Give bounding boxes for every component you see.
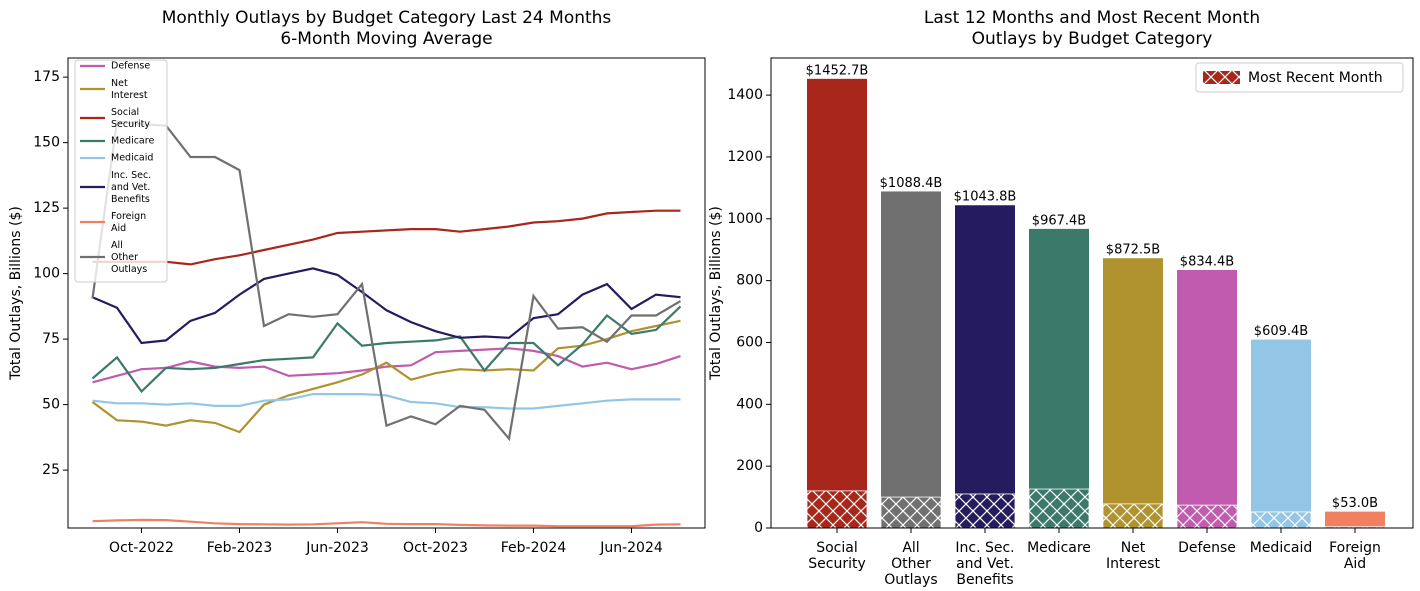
legend: Defense Net Interest Social Security Medicare… [74,59,168,283]
bar [1029,228,1089,528]
legend-label: Medicare [111,136,154,147]
series-line [92,209,681,266]
y-tick-label: 75 [42,331,60,347]
series-line [92,267,681,345]
x-tick-label: Social Security [808,540,866,572]
legend-label: Defense [111,61,150,72]
y-tick-label: 50 [42,397,60,413]
value-label: $1088.4B [880,176,943,191]
y-tick-label: 125 [33,200,60,216]
value-label: $1452.7B [806,63,869,78]
legend-label: Net Interest [111,78,148,101]
value-label: $967.4B [1032,213,1086,228]
x-tick-label: Jun-2023 [305,540,369,556]
x-tick-label: Medicaid [1250,540,1313,556]
x-tick-label: Medicare [1027,540,1091,556]
recent-month-bar [954,493,1016,529]
y-axis-label: Total Outlays, Billions ($) [8,206,24,381]
x-tick-label: Foreign Aid [1329,540,1381,572]
chart-title: Last 12 Months and Most Recent Month Outl… [924,8,1260,49]
x-tick-label: Feb-2023 [207,540,272,556]
y-tick-label: 600 [736,334,763,350]
legend-label: Social Security [111,107,150,130]
y-tick-label: 150 [33,135,60,151]
x-tick-label: Feb-2024 [501,540,567,556]
recent-month-bar [880,496,942,529]
legend-label: Foreign Aid [111,211,146,234]
plot-frame [770,57,1414,529]
y-tick-label: 1200 [727,149,763,165]
value-label: $872.5B [1106,243,1160,258]
recent-month-bar [1102,503,1164,529]
legend-box [1195,62,1404,93]
y-axis-label: Total Outlays, Billions ($) [708,206,724,381]
x-tick-label: Defense [1178,540,1236,556]
series-line [91,319,681,434]
chart-title: Monthly Outlays by Budget Category Last … [162,8,612,49]
series-line [92,347,681,384]
x-tick-label: Net Interest [1106,540,1160,572]
y-tick-label: 1000 [727,211,763,227]
x-tick-label: Jun-2024 [599,540,663,556]
legend-label: Most Recent Month [1248,70,1383,86]
y-tick-label: 0 [754,520,763,536]
bar [1103,258,1163,528]
legend-swatch [1203,71,1240,84]
x-tick-label: Oct-2023 [403,540,468,556]
x-tick-label: All Other Outlays [884,540,937,588]
y-tick-label: 800 [736,273,763,289]
legend-label: Inc. Sec. and Vet. Benefits [111,170,151,205]
x-tick-label: Inc. Sec. and Vet. Benefits [955,540,1014,588]
series-line [92,393,681,410]
legend-label: Medicaid [111,153,153,164]
series-line [91,120,682,442]
recent-month-bar [1028,488,1090,529]
recent-month-bar [806,490,868,529]
legend-label: All Other Outlays [111,240,147,275]
series-line [92,518,681,528]
bar [1325,511,1385,528]
bar [807,78,867,528]
y-tick-label: 1400 [727,87,763,103]
bar [1177,269,1237,528]
value-label: $53.0B [1332,496,1378,511]
value-label: $609.4B [1254,324,1308,339]
x-tick-label: Oct-2022 [109,540,174,556]
y-tick-label: 100 [33,266,60,282]
y-tick-label: 400 [736,396,763,412]
plot-frame [67,57,706,529]
recent-month-bar [1176,504,1238,529]
legend-box [74,59,168,283]
recent-month-bar [1250,511,1312,529]
y-tick-label: 25 [42,462,60,478]
series-line [91,305,682,394]
bar [955,205,1015,529]
bar [1251,339,1311,528]
value-label: $834.4B [1180,254,1234,269]
legend: Most Recent Month [1195,62,1404,93]
y-tick-label: 200 [736,458,763,474]
y-tick-label: 175 [33,69,60,85]
value-label: $1043.8B [954,190,1017,205]
bar [881,191,941,528]
